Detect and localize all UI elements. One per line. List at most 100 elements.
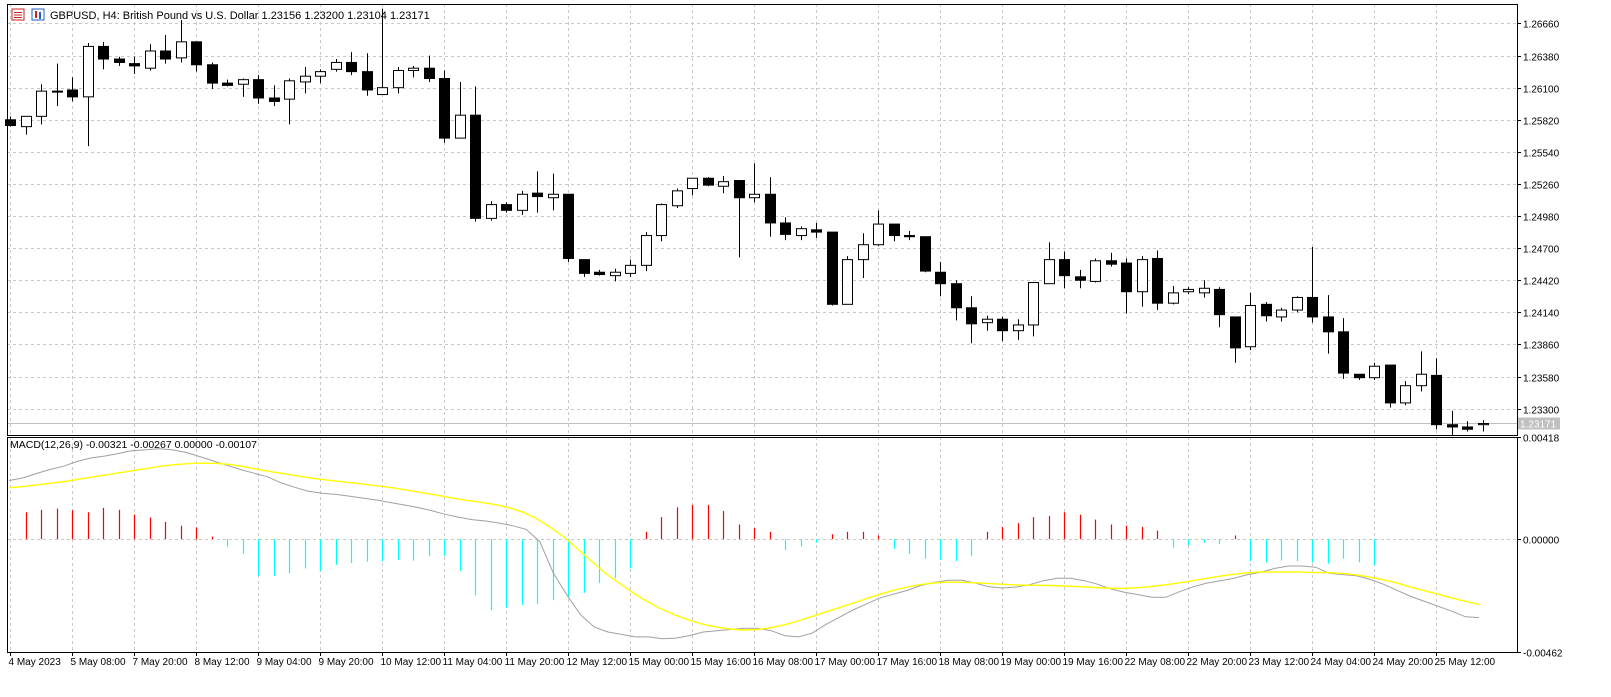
- candle-body-bear: [1385, 364, 1396, 404]
- candle-body-bull: [1478, 423, 1489, 426]
- candle-body-bull: [284, 80, 295, 100]
- price-tick-label: 1.23300: [1523, 406, 1560, 417]
- candle-body-bear: [1121, 262, 1132, 293]
- candle-body-bull: [1044, 259, 1055, 285]
- macd-main-line: [8, 448, 1480, 640]
- time-tick-label: 24 May 20:00: [1373, 657, 1434, 668]
- candle-body-bull: [517, 193, 528, 211]
- macd-lines: [8, 448, 1480, 640]
- candle: [1323, 295, 1334, 354]
- candle-body-bull: [610, 271, 621, 277]
- candle: [579, 259, 590, 277]
- candle: [920, 236, 931, 273]
- candle-body-bull: [1168, 292, 1179, 304]
- candle: [1090, 258, 1101, 283]
- candle: [687, 177, 698, 196]
- candle-body-bear: [935, 271, 946, 285]
- candle-body-bull: [36, 90, 47, 117]
- candle: [501, 202, 512, 213]
- candle: [982, 315, 993, 331]
- candle: [1292, 296, 1303, 313]
- candle-body-bear: [997, 318, 1008, 332]
- time-tick-label: 12 May 12:00: [567, 657, 628, 668]
- price-tick-label: 1.23860: [1523, 341, 1560, 352]
- candle: [145, 44, 156, 71]
- candle: [1369, 362, 1380, 380]
- candle-body-bear: [1323, 316, 1334, 333]
- time-tick-label: 17 May 00:00: [815, 657, 876, 668]
- candle: [486, 201, 497, 221]
- candle-body-bear: [1261, 303, 1272, 317]
- candle-body-bear: [904, 235, 915, 238]
- time-tick-label: 17 May 16:00: [877, 657, 938, 668]
- candle: [1478, 420, 1489, 432]
- candle-body-bull: [377, 87, 388, 96]
- price-tick-label: 1.26100: [1523, 85, 1560, 96]
- time-tick-label: 9 May 04:00: [257, 657, 312, 668]
- candle: [610, 268, 621, 282]
- candle: [470, 86, 481, 222]
- time-tick-label: 15 May 16:00: [691, 657, 752, 668]
- candle-body-bull: [1292, 296, 1303, 311]
- candle: [1261, 302, 1272, 322]
- time-tick-label: 5 May 08:00: [71, 657, 126, 668]
- candle: [1230, 316, 1241, 363]
- candle-body-bull: [687, 177, 698, 190]
- candle: [52, 63, 63, 107]
- candle-body-bull: [455, 114, 466, 139]
- candle-body-bull: [1183, 288, 1194, 293]
- candle: [811, 222, 822, 238]
- time-tick-label: 11 May 04:00: [443, 657, 503, 668]
- candle: [1338, 318, 1349, 379]
- candle: [424, 55, 435, 82]
- price-tick-label: 1.25540: [1523, 149, 1560, 160]
- candle-body-bear: [1447, 424, 1458, 428]
- candle-body-bear: [346, 61, 357, 73]
- candle-body-bear: [253, 79, 264, 99]
- candle-body-bear: [765, 193, 776, 224]
- candle: [1416, 351, 1427, 392]
- candle: [269, 85, 280, 107]
- price-tick-label: 1.25820: [1523, 117, 1560, 128]
- chart-menu-icon[interactable]: [11, 8, 25, 21]
- candle-body-bear: [67, 89, 78, 98]
- candle-body-bear: [594, 271, 605, 276]
- candle: [346, 52, 357, 76]
- candle-body-bull: [858, 244, 869, 261]
- candle: [517, 190, 528, 215]
- candle-body-bull: [300, 75, 311, 83]
- candle: [1013, 319, 1024, 340]
- candle: [129, 56, 140, 74]
- candle: [1152, 250, 1163, 311]
- candle-body-bear: [501, 204, 512, 211]
- candle: [1214, 287, 1225, 328]
- candle: [749, 163, 760, 203]
- chart-type-icon[interactable]: [31, 8, 45, 21]
- candle-body-bull: [625, 264, 636, 274]
- candle: [796, 226, 807, 241]
- candle-body-bull: [1090, 260, 1101, 282]
- candle-body-bear: [129, 63, 140, 67]
- candle: [1431, 358, 1442, 430]
- candle-body-bear: [951, 283, 962, 309]
- candle: [1245, 292, 1256, 351]
- candle: [238, 78, 249, 97]
- candle-body-bear: [811, 229, 822, 233]
- candles: [5, 8, 1489, 435]
- candle-body-bear: [98, 45, 109, 60]
- time-tick-label: 19 May 00:00: [1001, 657, 1062, 668]
- candle-body-bear: [827, 231, 838, 305]
- candle: [21, 115, 32, 135]
- candle: [207, 62, 218, 89]
- candle: [1121, 258, 1132, 314]
- time-tick-label: 9 May 20:00: [319, 657, 374, 668]
- time-tick-label: 4 May 2023: [9, 657, 62, 668]
- candle: [718, 175, 729, 194]
- candle-body-bull: [1137, 259, 1148, 293]
- candle: [997, 316, 1008, 342]
- candle-body-bull: [331, 61, 342, 70]
- price-tick-label: 1.24980: [1523, 213, 1560, 224]
- candle: [1307, 247, 1318, 323]
- candle: [408, 65, 419, 78]
